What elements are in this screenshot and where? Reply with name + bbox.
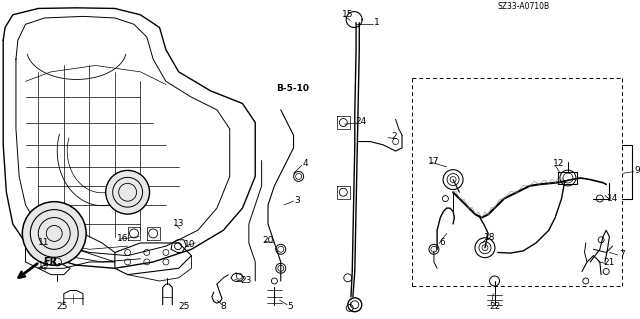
Text: B-5-10: B-5-10 [276, 84, 308, 93]
Text: 6: 6 [439, 238, 445, 248]
Text: FR.: FR. [44, 257, 61, 267]
Text: 8: 8 [220, 302, 226, 311]
Text: 4: 4 [302, 159, 308, 168]
Text: 14: 14 [607, 194, 618, 203]
Text: 18: 18 [484, 233, 496, 242]
Text: 20: 20 [262, 236, 274, 245]
Text: 9: 9 [634, 166, 640, 174]
Text: 11: 11 [38, 238, 49, 248]
Circle shape [106, 170, 150, 214]
Text: 3: 3 [294, 196, 300, 205]
Text: 23: 23 [240, 276, 252, 285]
Text: 24: 24 [355, 117, 366, 126]
Text: 2: 2 [392, 132, 397, 141]
Text: SZ33-A0710B: SZ33-A0710B [497, 2, 549, 11]
Text: 15: 15 [342, 10, 353, 19]
Text: 22: 22 [489, 302, 500, 311]
Text: 19: 19 [38, 261, 49, 270]
Text: 16: 16 [116, 234, 128, 243]
Text: 21: 21 [604, 258, 615, 267]
Text: 1: 1 [374, 18, 380, 27]
Text: 25: 25 [57, 302, 68, 311]
Text: 25: 25 [178, 302, 189, 311]
Text: 12: 12 [553, 159, 564, 168]
Text: 17: 17 [428, 157, 440, 166]
Text: 10: 10 [184, 240, 196, 249]
Circle shape [22, 202, 86, 265]
Text: 13: 13 [173, 219, 184, 228]
Text: 5: 5 [287, 302, 293, 311]
Text: 7: 7 [620, 249, 625, 258]
